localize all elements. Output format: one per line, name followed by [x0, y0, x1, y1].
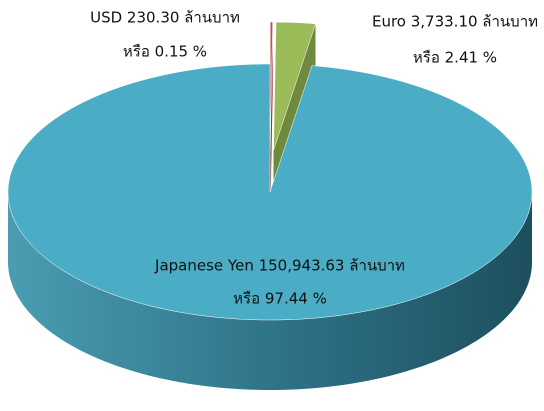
- slice-side: [8, 192, 532, 390]
- slice-edge: [270, 22, 273, 221]
- pie-tops: [7, 21, 533, 321]
- slice-value-label: หรือ 0.15 %: [123, 43, 207, 61]
- slice-label: USD 230.30 ล้านบาท: [90, 9, 240, 27]
- slice-label: Euro 3,733.10 ล้านบาท: [372, 13, 538, 31]
- slice: [7, 63, 533, 321]
- slice: [273, 21, 316, 151]
- slice-value-label: หรือ 97.44 %: [233, 290, 327, 308]
- slice-value-label: หรือ 2.41 %: [413, 49, 497, 67]
- slice-label: Japanese Yen 150,943.63 ล้านบาท: [154, 257, 405, 275]
